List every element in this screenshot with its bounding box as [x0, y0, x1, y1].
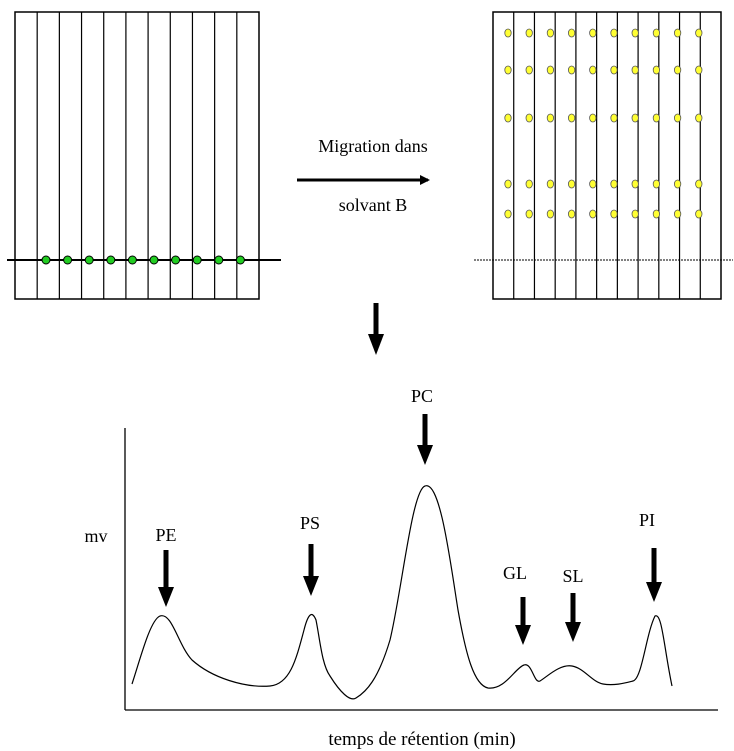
- separated-spot: [652, 179, 661, 189]
- sample-spot: [171, 255, 181, 265]
- peak-arrow-pc-head: [417, 445, 433, 465]
- separated-spot: [567, 113, 576, 123]
- peak-marker-gl: GL: [503, 563, 531, 645]
- separated-spot: [546, 113, 555, 123]
- migration-label-line1: Migration dans: [318, 136, 428, 156]
- separated-spot: [504, 65, 512, 75]
- separated-spot: [631, 113, 639, 123]
- separated-spot: [589, 209, 597, 219]
- separated-spot: [589, 28, 597, 38]
- peak-arrow-ps-head: [303, 576, 319, 596]
- peak-marker-sl: SL: [562, 566, 584, 642]
- separated-spot: [631, 65, 639, 75]
- separated-spot: [652, 28, 661, 38]
- peak-marker-ps: PS: [300, 513, 320, 596]
- separated-spot: [525, 179, 533, 189]
- peak-label-pe: PE: [155, 525, 176, 545]
- down-arrow-icon: [368, 303, 384, 355]
- separated-spot: [589, 179, 597, 189]
- separated-spot: [631, 28, 639, 38]
- separated-spot: [525, 28, 533, 38]
- sample-spot: [84, 255, 94, 265]
- separated-spot: [546, 65, 555, 75]
- sample-spot: [41, 255, 51, 265]
- peak-label-ps: PS: [300, 513, 320, 533]
- separated-spot: [673, 65, 682, 75]
- sample-spot: [127, 255, 137, 265]
- right-plate-frame: [492, 11, 722, 300]
- separated-spot: [652, 65, 661, 75]
- right-plate-separated-spots: [504, 28, 703, 219]
- separated-spot: [589, 65, 597, 75]
- separated-spot: [610, 28, 618, 38]
- separated-spot: [631, 179, 639, 189]
- separated-spot: [610, 179, 618, 189]
- peak-marker-pc: PC: [411, 386, 433, 465]
- sample-spot: [214, 255, 224, 265]
- sample-spot: [235, 255, 245, 265]
- separated-spot: [652, 209, 661, 219]
- separated-spot: [589, 113, 597, 123]
- sample-spot: [192, 255, 202, 265]
- separated-spot: [610, 113, 618, 123]
- chromatogram-x-label: temps de rétention (min): [328, 729, 515, 750]
- peak-arrow-sl-head: [565, 622, 581, 642]
- separated-spot: [567, 179, 576, 189]
- peak-marker-pi: PI: [639, 510, 662, 602]
- migration-step: Migration dans solvant B: [297, 136, 430, 215]
- chromatogram: mv temps de rétention (min) PE PS PC GL: [84, 386, 718, 750]
- peak-label-pc: PC: [411, 386, 433, 406]
- right-tlc-plate: [474, 11, 733, 300]
- migration-label-line2: solvant B: [339, 195, 408, 215]
- sample-spot: [63, 255, 73, 265]
- left-plate-lanes: [36, 12, 238, 299]
- left-tlc-plate: [7, 11, 281, 300]
- separated-spot: [504, 28, 512, 38]
- peak-arrow-gl-head: [515, 625, 531, 645]
- separated-spot: [673, 209, 682, 219]
- separated-spot: [567, 65, 576, 75]
- separated-spot: [546, 28, 555, 38]
- separated-spot: [567, 209, 576, 219]
- peak-label-pi: PI: [639, 510, 655, 530]
- peak-annotations: PE PS PC GL SL: [155, 386, 662, 645]
- separated-spot: [695, 209, 703, 219]
- separated-spot: [525, 113, 533, 123]
- separated-spot: [567, 28, 576, 38]
- chromatogram-trace: [131, 485, 673, 700]
- separated-spot: [631, 209, 639, 219]
- peak-arrow-pi-head: [646, 582, 662, 602]
- separated-spot: [695, 179, 703, 189]
- left-plate-frame: [14, 11, 260, 300]
- peak-label-gl: GL: [503, 563, 527, 583]
- separated-spot: [525, 209, 533, 219]
- peak-label-sl: SL: [562, 566, 583, 586]
- separated-spot: [652, 113, 661, 123]
- separated-spot: [610, 65, 618, 75]
- separated-spot: [525, 65, 533, 75]
- sample-spot: [149, 255, 159, 265]
- chromatogram-y-label: mv: [84, 526, 107, 546]
- separated-spot: [673, 113, 682, 123]
- separated-spot: [695, 113, 703, 123]
- sample-spot: [106, 255, 116, 265]
- right-plate-lanes: [513, 12, 701, 299]
- peak-marker-pe: PE: [155, 525, 177, 607]
- left-plate-sample-spots: [41, 255, 245, 265]
- separated-spot: [546, 179, 555, 189]
- separated-spot: [673, 179, 682, 189]
- separated-spot: [504, 209, 512, 219]
- peak-arrow-pe-head: [158, 587, 174, 607]
- separated-spot: [504, 179, 512, 189]
- separated-spot: [695, 28, 703, 38]
- separated-spot: [546, 209, 555, 219]
- separated-spot: [695, 65, 703, 75]
- separated-spot: [504, 113, 512, 123]
- separated-spot: [673, 28, 682, 38]
- separated-spot: [610, 209, 618, 219]
